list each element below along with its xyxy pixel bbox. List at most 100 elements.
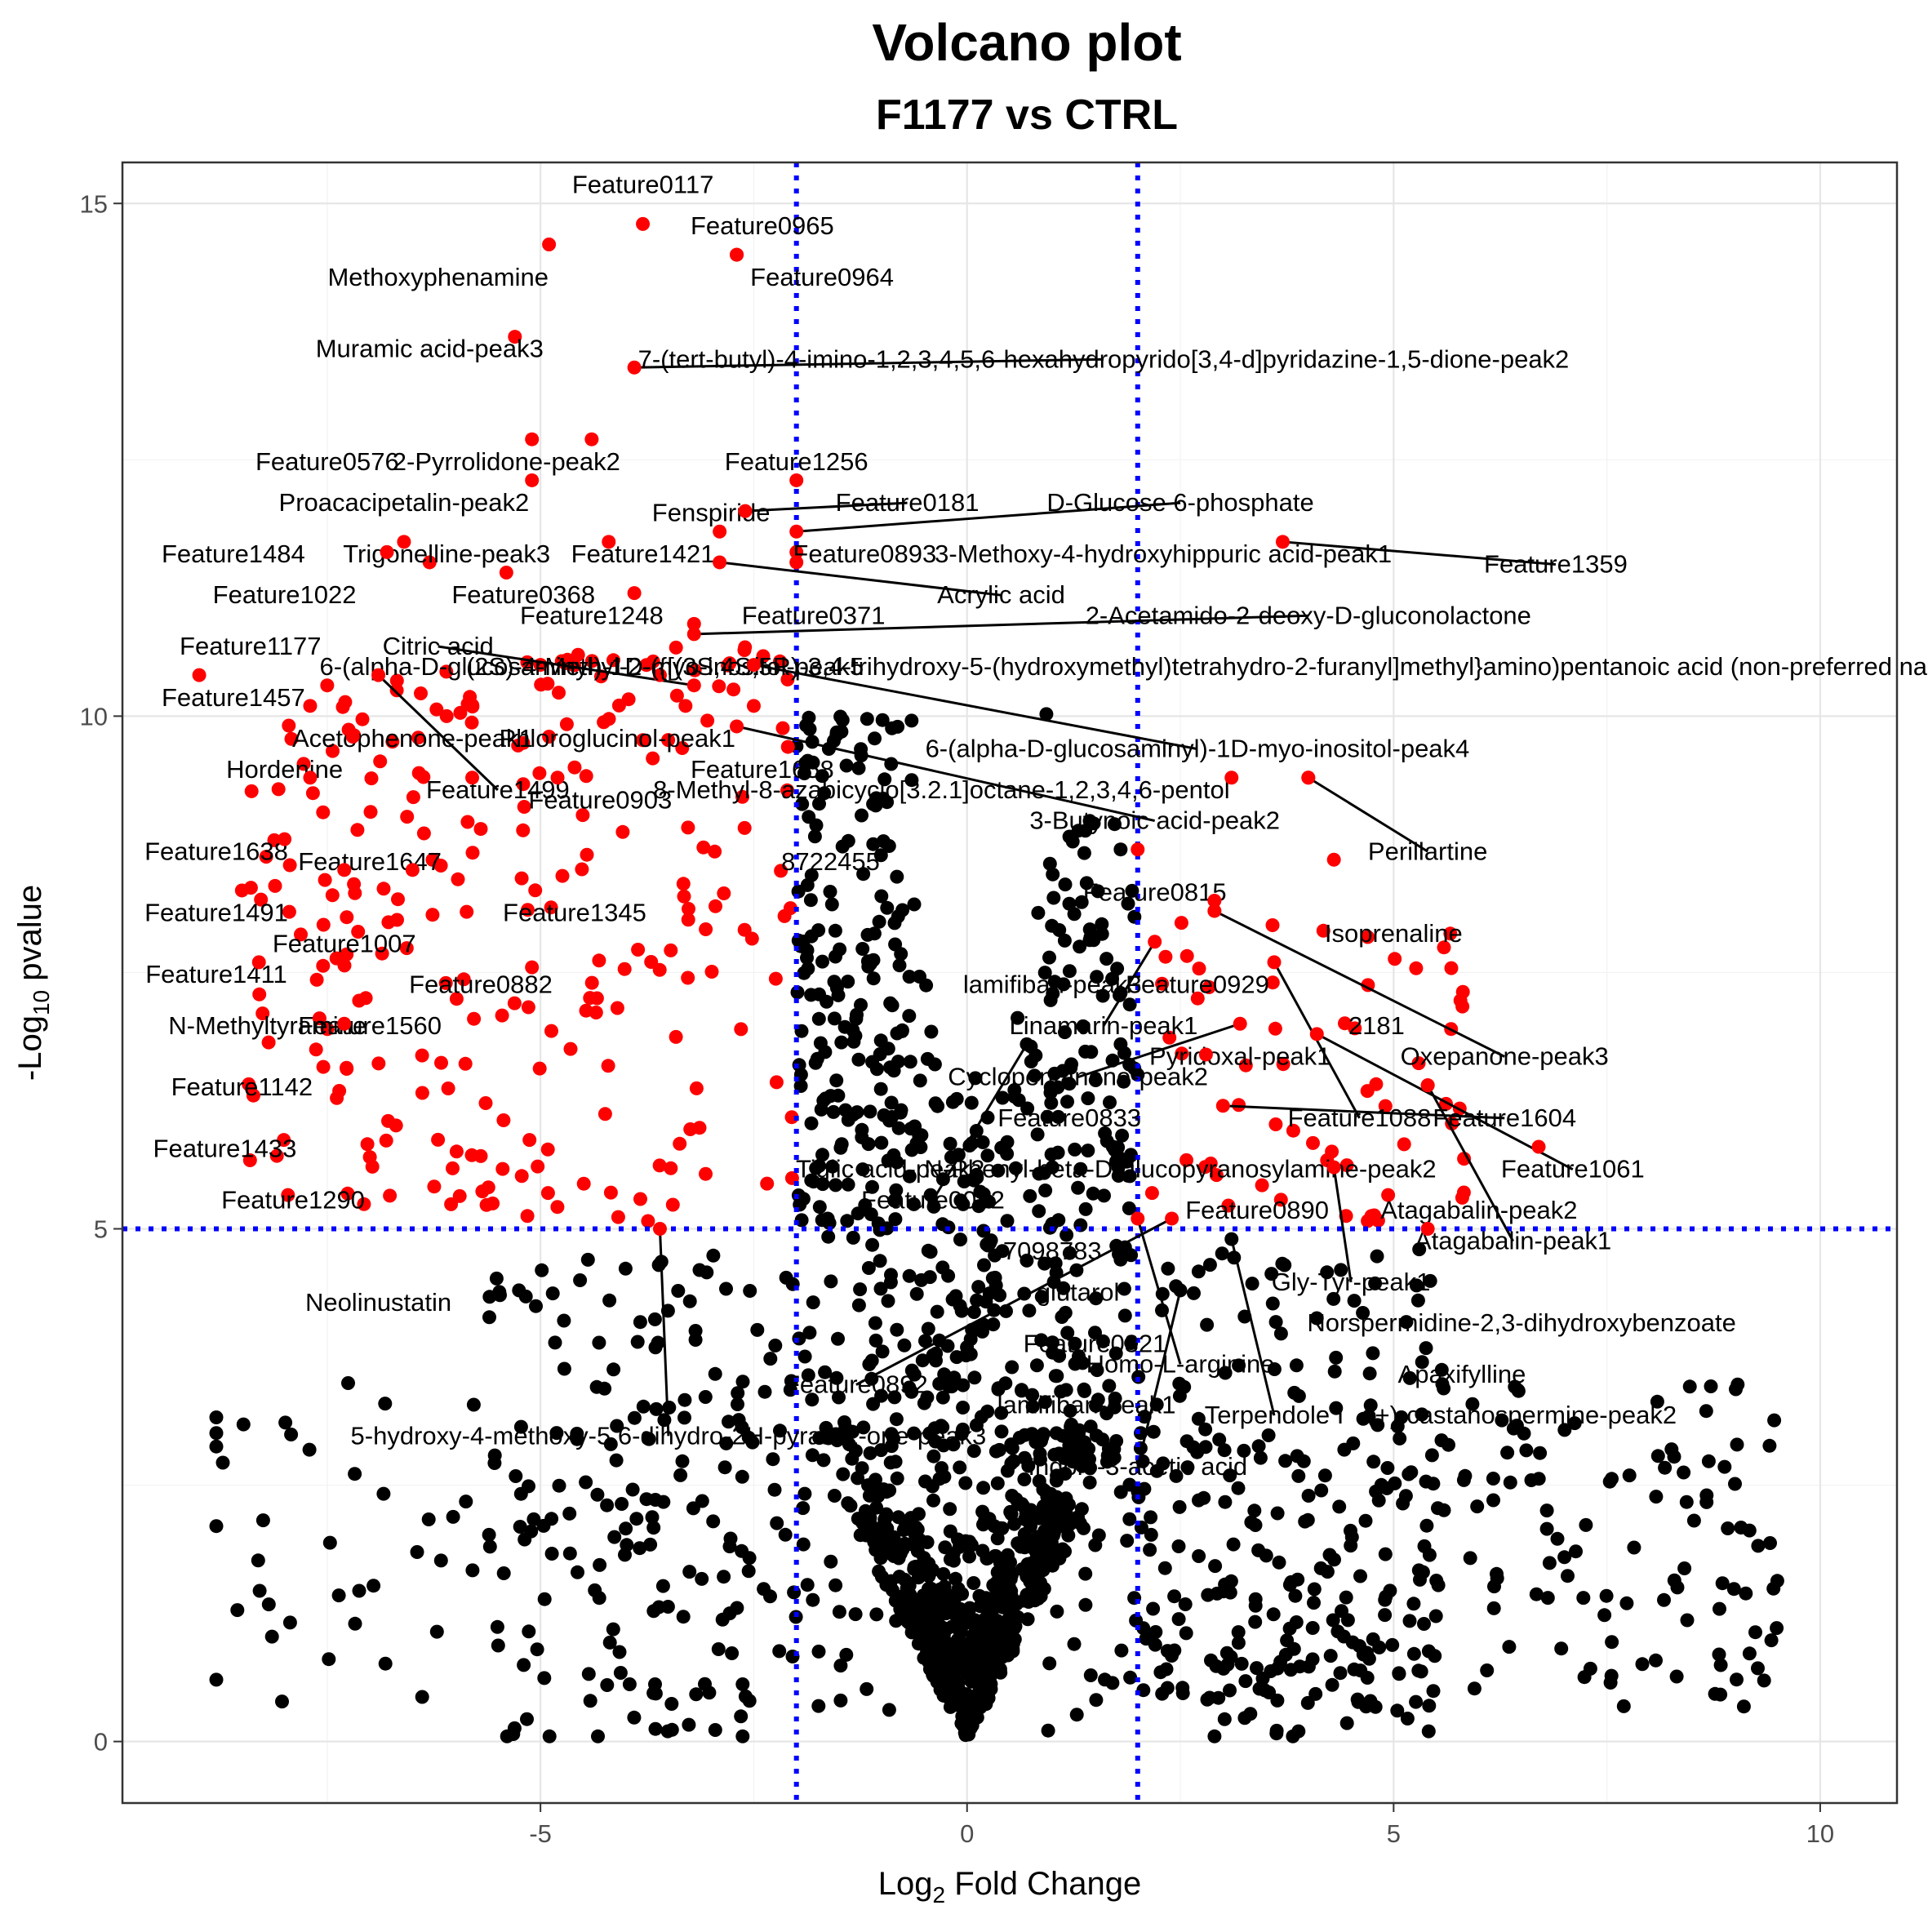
point-not-significant	[835, 713, 850, 727]
point-not-significant	[946, 1547, 961, 1561]
point-not-significant	[562, 1506, 577, 1521]
labeled-point	[234, 883, 249, 898]
point-not-significant	[1339, 1716, 1354, 1730]
point-not-significant	[1067, 1637, 1082, 1651]
point-not-significant	[795, 797, 810, 811]
point-not-significant	[796, 1537, 811, 1552]
point-not-significant	[926, 1605, 940, 1619]
point-significant	[379, 1133, 393, 1148]
point-not-significant	[964, 1095, 979, 1110]
point-not-significant	[1089, 1398, 1103, 1413]
point-not-significant	[924, 1024, 939, 1039]
leader-line	[1136, 1218, 1182, 1365]
labeled-point	[780, 739, 795, 754]
point-not-significant	[600, 1678, 615, 1692]
point-label: Feature0082	[861, 1185, 1005, 1214]
point-not-significant	[593, 1557, 607, 1572]
point-not-significant	[1339, 1590, 1353, 1605]
point-not-significant	[1329, 1401, 1344, 1415]
point-not-significant	[482, 1527, 496, 1542]
point-significant	[1437, 940, 1451, 955]
point-not-significant	[1055, 1310, 1069, 1324]
point-not-significant	[953, 1232, 967, 1247]
point-not-significant	[1366, 1455, 1381, 1469]
point-not-significant	[1330, 1624, 1345, 1639]
point-not-significant	[991, 1163, 1006, 1178]
point-significant	[646, 654, 660, 668]
point-not-significant	[647, 1312, 662, 1326]
point-not-significant	[717, 1460, 732, 1475]
point-not-significant	[827, 1489, 842, 1503]
point-not-significant	[429, 1624, 444, 1639]
point-label: 3-Methoxy-4-hydroxyhippuric acid-peak1	[935, 540, 1392, 568]
point-not-significant	[1400, 1712, 1415, 1725]
point-not-significant	[997, 1625, 1011, 1640]
point-not-significant	[549, 1426, 564, 1441]
point-not-significant	[926, 1449, 941, 1463]
point-significant	[277, 1133, 291, 1148]
point-not-significant	[1259, 1548, 1273, 1563]
point-not-significant	[676, 1610, 691, 1624]
point-not-significant	[869, 1500, 884, 1515]
point-not-significant	[915, 1353, 930, 1368]
point-not-significant	[1360, 1671, 1375, 1685]
point-significant	[1369, 1077, 1384, 1091]
point-not-significant	[1024, 1055, 1038, 1068]
point-not-significant	[805, 1392, 820, 1407]
x-axis-label: Log2 Fold Change	[878, 1866, 1141, 1908]
point-not-significant	[591, 1729, 605, 1743]
point-significant	[576, 1176, 591, 1191]
point-significant	[284, 731, 299, 746]
point-not-significant	[1264, 1267, 1279, 1281]
labeled-point	[1113, 986, 1128, 1001]
labeled-point	[1301, 771, 1316, 785]
labeled-point	[1113, 842, 1128, 857]
point-significant	[1268, 1117, 1283, 1131]
point-not-significant	[1734, 1521, 1748, 1534]
point-not-significant	[1088, 1073, 1103, 1087]
point-not-significant	[976, 1317, 991, 1332]
point-significant	[246, 1088, 260, 1103]
point-not-significant	[573, 1273, 588, 1287]
point-not-significant	[1178, 1597, 1193, 1611]
point-significant	[511, 738, 526, 753]
point-not-significant	[1223, 1585, 1237, 1600]
point-not-significant	[946, 1606, 961, 1620]
point-significant	[525, 960, 540, 975]
point-significant	[439, 664, 454, 679]
point-significant	[699, 1166, 713, 1181]
point-not-significant	[1704, 1379, 1718, 1393]
point-significant	[309, 972, 324, 987]
point-significant	[516, 777, 531, 792]
point-not-significant	[1023, 1188, 1037, 1203]
point-not-significant	[975, 1543, 990, 1558]
point-significant	[294, 927, 308, 942]
point-significant	[699, 922, 713, 936]
point-not-significant	[600, 1498, 615, 1512]
point-not-significant	[1073, 1516, 1087, 1530]
point-label: N-Phenyl-beta-D-glucopyranosylamine-peak…	[924, 1155, 1436, 1184]
point-label: Feature0890	[1185, 1196, 1329, 1224]
point-not-significant	[890, 1471, 904, 1486]
point-not-significant	[252, 1583, 267, 1598]
point-not-significant	[979, 1680, 993, 1694]
labeled-point	[1148, 935, 1162, 949]
point-not-significant	[833, 1140, 848, 1155]
point-label: Feature0815	[1083, 878, 1227, 907]
point-not-significant	[962, 1601, 977, 1615]
point-not-significant	[735, 1543, 749, 1558]
labeled-point	[405, 863, 420, 877]
point-not-significant	[1411, 1663, 1426, 1678]
point-label: 6-(alpha-D-glucosaminyl)-1D-myo-inositol…	[926, 735, 1470, 763]
point-not-significant	[602, 1635, 617, 1650]
point-not-significant	[832, 1605, 846, 1619]
point-not-significant	[1463, 1551, 1477, 1566]
point-not-significant	[1148, 1625, 1163, 1639]
point-not-significant	[1056, 1281, 1071, 1295]
point-not-significant	[209, 1439, 224, 1454]
point-not-significant	[348, 1467, 362, 1481]
point-not-significant	[797, 1349, 812, 1364]
point-not-significant	[1422, 1699, 1437, 1713]
point-not-significant	[935, 1461, 948, 1476]
